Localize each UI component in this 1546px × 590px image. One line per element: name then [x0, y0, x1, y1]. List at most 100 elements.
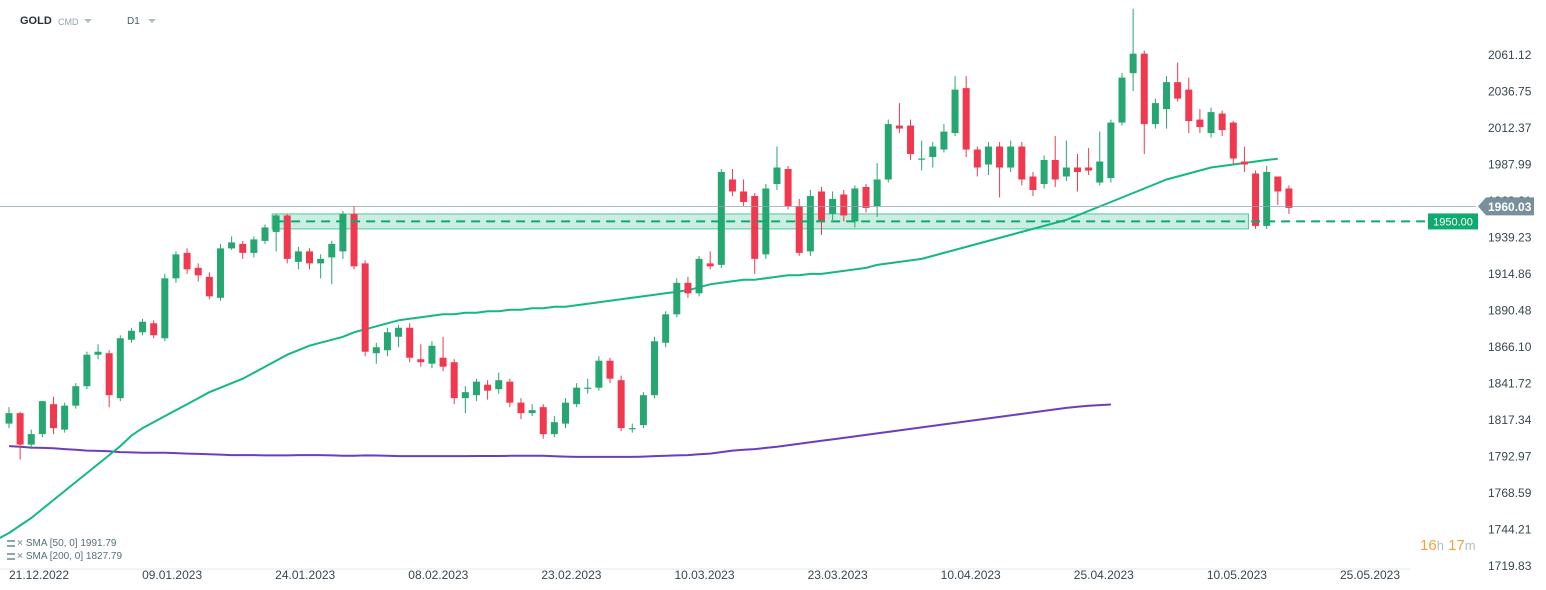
- candle: [428, 341, 436, 369]
- candle: [395, 324, 403, 348]
- y-tick-label: 1768.59: [1488, 486, 1532, 500]
- candle: [1018, 142, 1026, 186]
- candle-body: [1018, 146, 1026, 180]
- candle-body: [1185, 89, 1193, 122]
- candle-body: [907, 125, 915, 155]
- candle-body: [606, 360, 614, 379]
- candle: [1196, 109, 1204, 134]
- candle: [895, 103, 903, 134]
- candle: [595, 356, 603, 391]
- chevron-down-icon[interactable]: [148, 19, 156, 23]
- candle-body: [940, 131, 948, 150]
- settings-icon[interactable]: [7, 539, 15, 547]
- instrument-type-label[interactable]: CMD: [58, 17, 79, 27]
- candle: [16, 411, 24, 460]
- candle: [1029, 172, 1037, 196]
- candle: [1229, 121, 1237, 165]
- candle: [5, 407, 13, 429]
- x-tick-label: 08.02.2023: [408, 568, 468, 582]
- close-icon[interactable]: ×: [17, 538, 23, 549]
- candle: [873, 163, 881, 217]
- candle-body: [1118, 77, 1126, 123]
- candle-body: [918, 158, 926, 160]
- candle: [183, 248, 191, 274]
- x-tick-label: 21.12.2022: [9, 568, 69, 582]
- candle-body: [695, 258, 703, 294]
- candle: [94, 344, 102, 360]
- candle-body: [1263, 172, 1271, 226]
- candle-body: [205, 276, 213, 297]
- candle-body: [1085, 167, 1093, 171]
- candle-body: [595, 360, 603, 388]
- candle: [472, 378, 480, 402]
- candle: [1107, 119, 1115, 183]
- candle: [884, 119, 892, 183]
- price-levels: 1950.00: [0, 206, 1478, 230]
- level-tag: 1950.00: [1428, 213, 1478, 230]
- candle: [806, 189, 814, 256]
- candle-body: [127, 330, 135, 340]
- candle-body: [306, 251, 314, 264]
- chevron-down-icon[interactable]: [84, 19, 92, 23]
- candles: [5, 8, 1293, 460]
- candle: [539, 404, 547, 439]
- candle-body: [1007, 146, 1015, 168]
- symbol-label[interactable]: GOLD: [20, 15, 52, 27]
- close-icon[interactable]: ×: [17, 551, 23, 562]
- candle: [528, 404, 536, 417]
- candle-body: [706, 263, 714, 267]
- candle: [1285, 185, 1293, 214]
- candle-body: [539, 407, 547, 435]
- countdown-hours: 16: [1420, 537, 1437, 554]
- candle: [306, 248, 314, 270]
- candle: [83, 351, 91, 390]
- candle-body: [61, 405, 69, 430]
- candle-body: [172, 254, 180, 279]
- countdown-hours-unit: h: [1436, 538, 1444, 553]
- candle-body: [1096, 161, 1104, 183]
- x-tick-label: 24.01.2023: [275, 568, 335, 582]
- candle-body: [884, 124, 892, 180]
- candle: [1263, 166, 1271, 229]
- candle-body: [161, 278, 169, 339]
- candle: [1007, 140, 1015, 173]
- settings-icon[interactable]: [7, 552, 15, 560]
- indicator-label: SMA [200, 0] 1827.79: [25, 551, 123, 562]
- candle-body: [984, 146, 992, 165]
- candle-body: [1051, 160, 1059, 180]
- candle: [1140, 50, 1148, 155]
- candle-body: [862, 186, 870, 208]
- indicator-legend-sma200[interactable]: × SMA [200, 0] 1827.79: [7, 551, 122, 562]
- candle: [651, 336, 659, 399]
- indicator-legend-sma50[interactable]: × SMA [50, 0] 1991.79: [7, 538, 116, 549]
- time-axis[interactable]: 21.12.2022 09.01.2023 24.01.2023 08.02.2023…: [9, 568, 1400, 582]
- candle-body: [283, 215, 291, 259]
- candle: [406, 323, 414, 363]
- candle-body: [1107, 122, 1115, 178]
- candle: [283, 213, 291, 264]
- candle: [216, 243, 224, 301]
- candle-body: [617, 380, 625, 429]
- candle-body: [294, 251, 302, 262]
- y-tick-label: 2012.37: [1488, 121, 1532, 135]
- candle-body: [762, 188, 770, 255]
- candle-body: [461, 392, 469, 399]
- candle: [1207, 107, 1215, 138]
- candle-body: [150, 323, 158, 336]
- candle: [1096, 131, 1104, 186]
- candle-body: [506, 381, 514, 403]
- candle: [228, 236, 236, 250]
- y-tick-label: 1890.48: [1488, 304, 1532, 318]
- candle: [1163, 76, 1171, 129]
- candle-body: [962, 88, 970, 150]
- price-axis[interactable]: 2061.122036.752012.371987.991963.611939.…: [1478, 48, 1534, 573]
- candle-body: [484, 384, 492, 391]
- x-tick-label: 25.04.2023: [1074, 568, 1134, 582]
- candle-body: [450, 362, 458, 399]
- candle: [918, 140, 926, 171]
- candle-body: [1174, 82, 1182, 99]
- timeframe-label[interactable]: D1: [127, 16, 140, 27]
- candle-body: [27, 434, 35, 445]
- candle: [317, 254, 325, 279]
